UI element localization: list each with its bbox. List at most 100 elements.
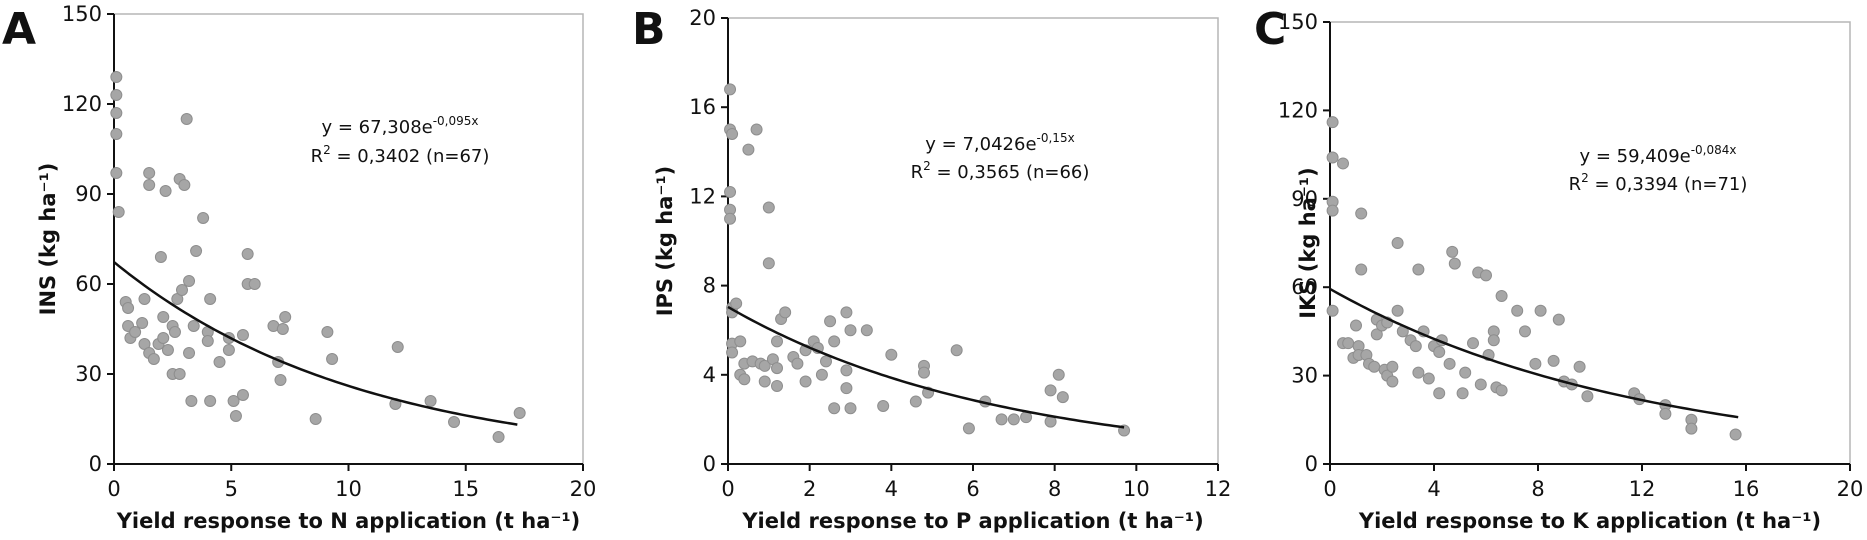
equation-exponent: -0,15x: [1037, 131, 1075, 145]
data-point: [513, 407, 526, 419]
y-tick-label: 120: [1278, 98, 1318, 122]
x-axis-title: Yield response to K application (t ha⁻¹): [1358, 509, 1821, 533]
x-tick-label: 10: [335, 477, 362, 501]
data-point: [236, 389, 249, 401]
x-tick-label: 10: [1123, 477, 1150, 501]
data-point: [1350, 319, 1362, 332]
y-tick-label: 90: [1291, 187, 1318, 211]
data-point: [1446, 245, 1459, 258]
r2-text: = 0,3565 (n=66): [931, 162, 1090, 183]
x-tick-label: 4: [885, 477, 898, 501]
data-point: [828, 402, 841, 415]
data-point: [771, 362, 783, 375]
data-point: [840, 364, 853, 377]
data-point: [213, 356, 226, 368]
data-point: [1412, 263, 1425, 276]
r2-prefix: R: [311, 146, 324, 167]
data-point: [815, 368, 828, 381]
panel-letter: B: [632, 4, 666, 55]
data-point: [1355, 207, 1368, 220]
data-point: [1433, 346, 1446, 359]
data-point: [1456, 387, 1469, 400]
x-tick-label: 0: [721, 477, 734, 501]
data-point: [1480, 269, 1492, 282]
x-tick-label: 20: [570, 477, 597, 501]
data-point: [147, 353, 160, 365]
y-tick-label: 150: [62, 2, 102, 26]
data-point: [110, 128, 123, 140]
data-point: [321, 326, 334, 338]
data-point: [1370, 328, 1383, 341]
fit-curve: [1329, 287, 1739, 419]
data-point: [824, 315, 837, 328]
data-point: [860, 324, 873, 337]
data-point: [168, 326, 181, 338]
data-point: [1342, 337, 1355, 350]
equation-annotation: y = 67,308e-0,095x: [321, 114, 478, 138]
equation-annotation: y = 59,409e-0,084x: [1579, 143, 1736, 167]
data-point: [1391, 237, 1404, 249]
data-point: [143, 179, 156, 191]
data-point: [248, 278, 261, 290]
data-point: [1355, 263, 1368, 276]
data-point: [180, 113, 193, 125]
data-point: [726, 346, 739, 359]
data-point: [157, 311, 170, 323]
data-point: [1467, 337, 1479, 350]
y-tick-label: 150: [1278, 10, 1318, 34]
fit-curve: [113, 261, 518, 426]
data-point: [1056, 391, 1069, 404]
y-tick-label: 60: [1291, 275, 1318, 299]
r2-superscript: 2: [323, 143, 331, 157]
y-tick-label: 4: [703, 363, 716, 387]
data-point: [1459, 366, 1472, 379]
data-point: [730, 297, 743, 310]
data-point: [885, 348, 898, 361]
data-point: [909, 395, 922, 408]
y-axis-title: IPS (kg ha⁻¹): [653, 166, 677, 317]
y-tick-label: 0: [703, 452, 716, 476]
data-point: [1409, 340, 1422, 353]
data-point: [1547, 354, 1560, 367]
r2-superscript: 2: [1581, 171, 1589, 185]
data-point: [1326, 204, 1339, 217]
x-tick-label: 5: [225, 477, 238, 501]
data-point: [918, 366, 930, 379]
data-point: [159, 185, 172, 197]
equation-exponent: -0,084x: [1691, 143, 1737, 157]
x-tick-label: 8: [1531, 477, 1544, 501]
data-point: [1534, 304, 1547, 317]
data-point: [1552, 313, 1565, 326]
data-point: [762, 201, 775, 214]
data-point: [326, 353, 339, 365]
data-point: [1581, 390, 1594, 403]
r2-superscript: 2: [923, 159, 931, 173]
chart-panel-a: A 0 5 10 15 20 0 30 60 90 120 150 Yield response to …: [2, 2, 596, 533]
data-point: [844, 402, 857, 415]
data-point: [724, 185, 737, 198]
data-point: [771, 379, 783, 392]
data-point: [236, 329, 249, 341]
data-point: [178, 179, 191, 191]
data-point: [138, 293, 151, 305]
data-point: [1511, 304, 1524, 317]
data-point: [771, 335, 783, 348]
r2-prefix: R: [911, 162, 924, 183]
data-point: [161, 344, 174, 356]
data-point: [1007, 413, 1020, 426]
plot-frame: [727, 17, 1219, 465]
r2-prefix: R: [1569, 174, 1582, 195]
data-point: [424, 395, 437, 407]
data-point: [844, 324, 857, 337]
data-point: [1052, 368, 1065, 381]
data-point: [734, 335, 747, 348]
data-point: [227, 395, 240, 407]
x-tick-label: 20: [1837, 477, 1864, 501]
data-point: [1487, 334, 1500, 347]
data-point: [799, 375, 812, 388]
data-point: [840, 306, 853, 319]
data-point: [1495, 384, 1508, 397]
x-tick-label: 0: [1323, 477, 1336, 501]
